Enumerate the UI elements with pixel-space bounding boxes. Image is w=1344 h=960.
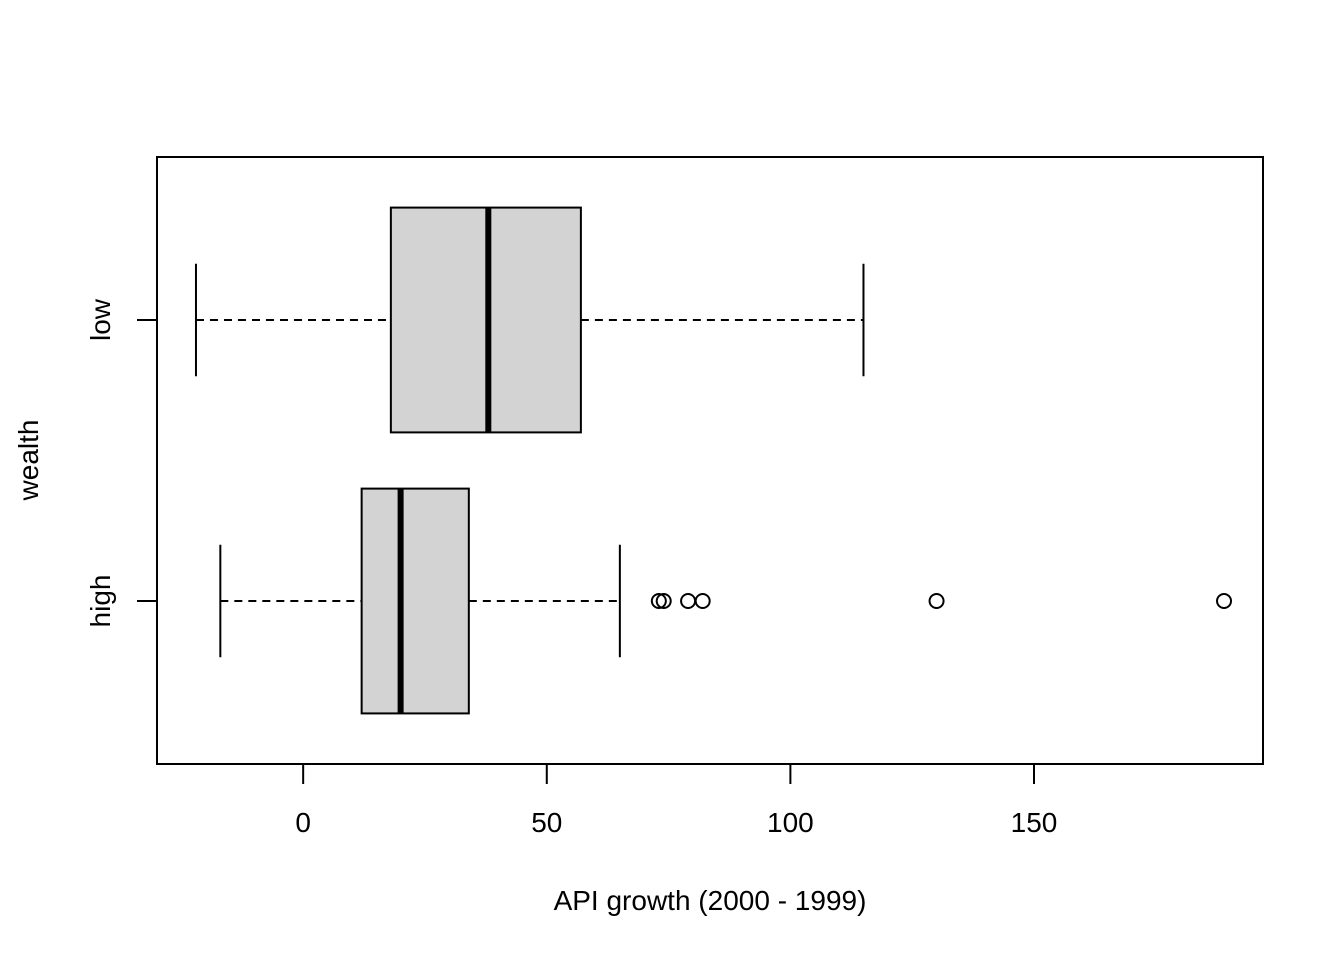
x-tick-label: 150: [1011, 807, 1058, 838]
outlier-point: [650, 593, 667, 610]
box-group-low: [194, 206, 865, 434]
y-axis: high low: [85, 298, 157, 627]
outlier-point: [1216, 593, 1233, 610]
y-axis-label: wealth: [13, 420, 44, 502]
y-tick-label: low: [85, 298, 116, 341]
y-tick-label: high: [85, 575, 116, 628]
x-tick-label: 100: [767, 807, 814, 838]
outlier-point: [928, 593, 945, 610]
outlier-point: [694, 593, 711, 610]
outlier-point: [680, 593, 697, 610]
outlier-point: [655, 593, 672, 610]
x-axis-label: API growth (2000 - 1999): [554, 885, 867, 916]
box-group-high: [219, 487, 1233, 715]
x-tick-label: 0: [295, 807, 311, 838]
chart-marks: [194, 206, 1233, 715]
box-iqr: [360, 487, 470, 715]
plot-frame: [156, 156, 1264, 765]
x-tick-label: 50: [531, 807, 562, 838]
x-axis: 0 50 100 150: [295, 763, 1058, 838]
